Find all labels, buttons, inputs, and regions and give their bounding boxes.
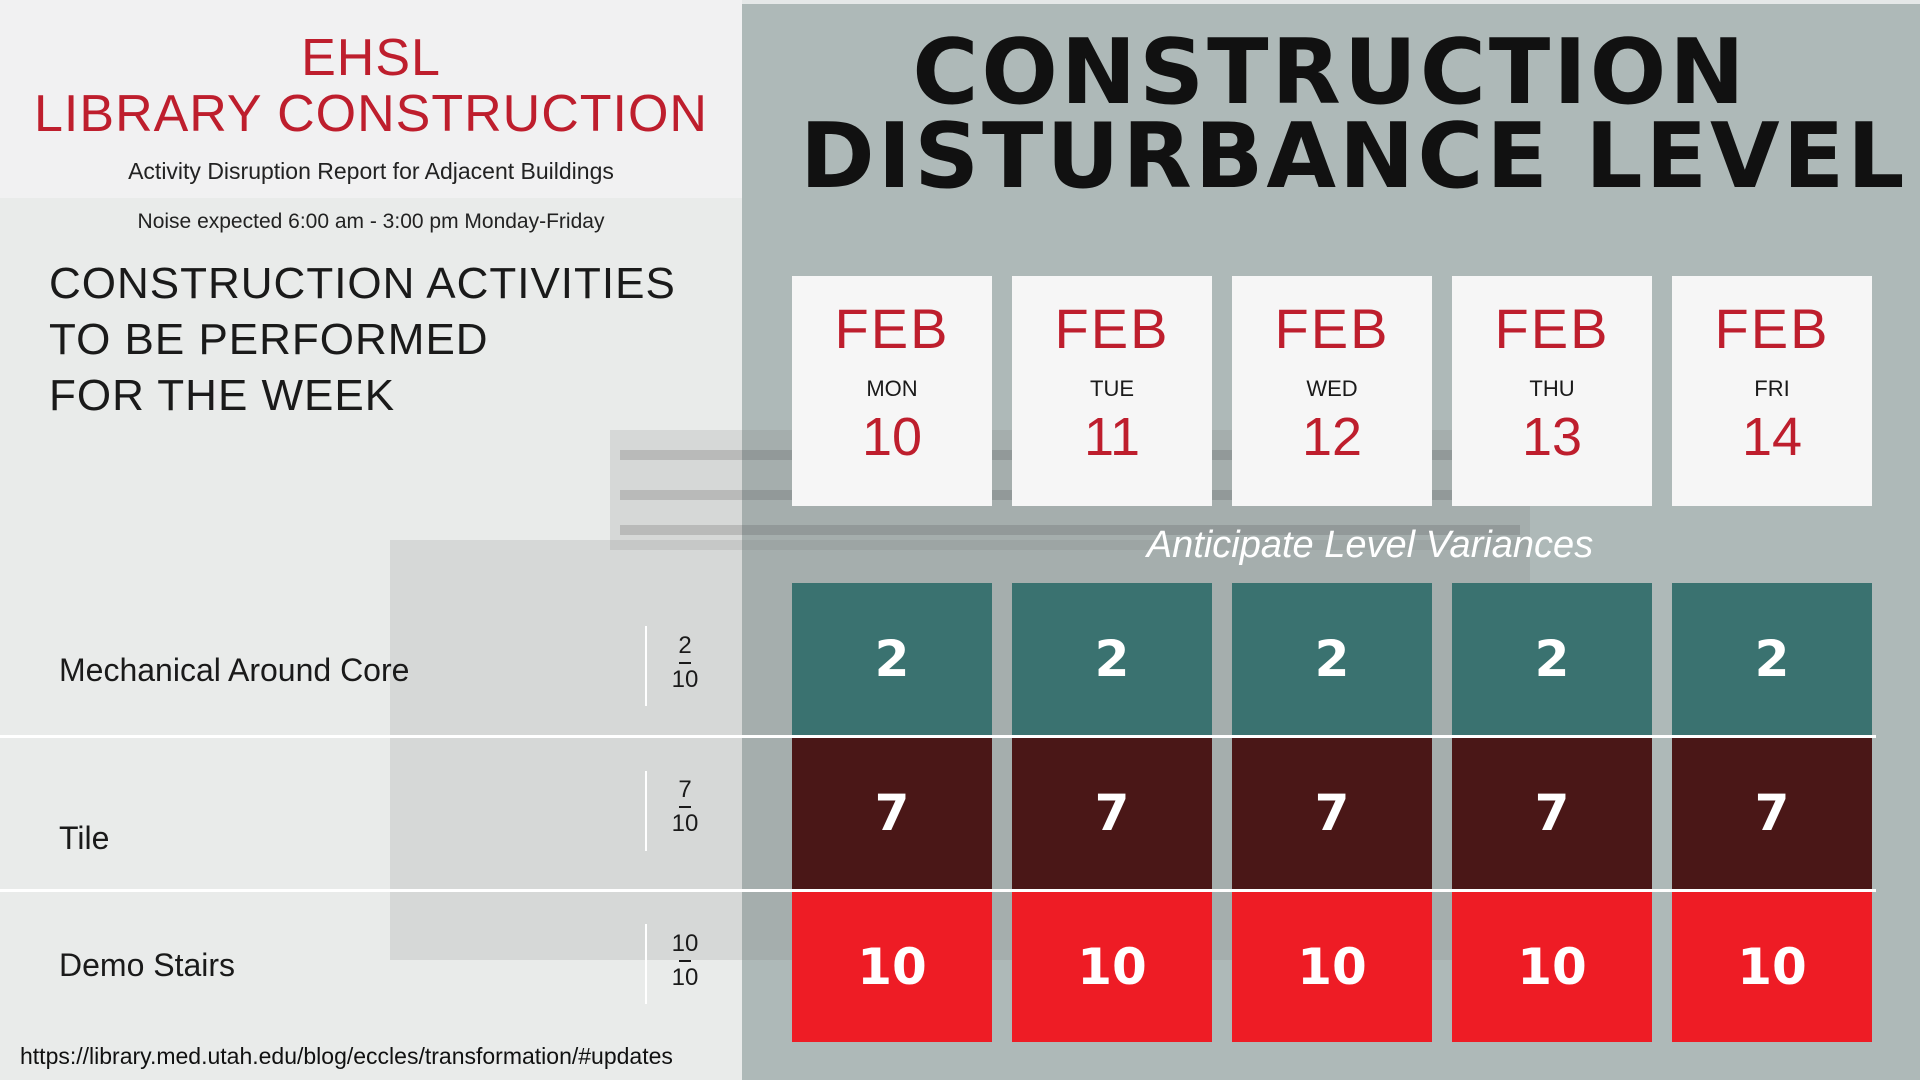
report-subtitle: Activity Disruption Report for Adjacent … bbox=[128, 158, 614, 184]
day-month: FEB bbox=[1274, 297, 1390, 360]
day-date: 12 bbox=[1301, 407, 1363, 467]
day-month: FEB bbox=[1054, 297, 1170, 360]
level-cell: 7 bbox=[792, 738, 992, 889]
day-weekday: THU bbox=[1529, 376, 1575, 401]
fraction-bar bbox=[679, 806, 691, 808]
level-cell: 7 bbox=[1672, 738, 1872, 889]
activities-heading-line: TO BE PERFORMED bbox=[49, 315, 489, 364]
level-numerator: 10 bbox=[671, 930, 699, 957]
level-cell: 7 bbox=[1012, 738, 1212, 889]
day-date: 10 bbox=[861, 407, 923, 467]
activity-level: 7 10 bbox=[660, 778, 710, 836]
day-weekday: WED bbox=[1306, 376, 1358, 401]
day-date: 11 bbox=[1083, 407, 1141, 467]
activity-level: 2 10 bbox=[660, 634, 710, 692]
row-divider bbox=[645, 771, 647, 851]
level-cell: 7 bbox=[1232, 738, 1432, 889]
level-denominator: 10 bbox=[671, 666, 699, 693]
activity-name: Tile bbox=[59, 820, 110, 856]
day-weekday: MON bbox=[866, 376, 918, 401]
brand-title: EHSL bbox=[301, 29, 441, 87]
level-numerator: 7 bbox=[678, 776, 692, 803]
fraction-bar bbox=[679, 662, 691, 664]
day-month: FEB bbox=[1494, 297, 1610, 360]
level-cell: 10 bbox=[1232, 892, 1432, 1042]
day-month: FEB bbox=[834, 297, 950, 360]
header-block bbox=[0, 0, 742, 198]
page-title: CONSTRUCTION bbox=[912, 20, 1748, 125]
level-cell: 2 bbox=[1672, 583, 1872, 735]
row-separator bbox=[0, 735, 1876, 738]
level-cell: 2 bbox=[1232, 583, 1432, 735]
level-cell: 7 bbox=[1452, 738, 1652, 889]
footer-link[interactable]: https://library.med.utah.edu/blog/eccles… bbox=[20, 1043, 673, 1069]
level-denominator: 10 bbox=[671, 810, 699, 837]
level-cell: 10 bbox=[1012, 892, 1212, 1042]
activities-heading: CONSTRUCTION ACTIVITIES TO BE PERFORMED … bbox=[49, 256, 699, 424]
activity-name: Demo Stairs bbox=[59, 947, 236, 983]
day-date: 13 bbox=[1521, 407, 1583, 467]
noise-note: Noise expected 6:00 am - 3:00 pm Monday-… bbox=[137, 210, 605, 233]
day-month: FEB bbox=[1714, 297, 1830, 360]
level-cell: 10 bbox=[792, 892, 992, 1042]
background-building-image bbox=[620, 525, 1520, 535]
row-separator bbox=[0, 889, 1876, 892]
level-cell: 2 bbox=[1452, 583, 1652, 735]
level-cell: 2 bbox=[1012, 583, 1212, 735]
level-numerator: 2 bbox=[678, 632, 692, 659]
row-divider bbox=[645, 626, 647, 706]
day-card: FEB FRI 14 bbox=[1672, 276, 1872, 506]
fraction-bar bbox=[679, 960, 691, 962]
activities-heading-line: CONSTRUCTION ACTIVITIES bbox=[49, 259, 676, 308]
brand-title: LIBRARY CONSTRUCTION bbox=[34, 85, 708, 143]
variance-note: Anticipate Level Variances bbox=[1146, 524, 1594, 566]
day-card: FEB TUE 11 bbox=[1012, 276, 1212, 506]
activity-level: 10 10 bbox=[660, 932, 710, 990]
page-title: DISTURBANCE LEVEL bbox=[800, 104, 1908, 209]
day-card: FEB WED 12 bbox=[1232, 276, 1432, 506]
level-denominator: 10 bbox=[671, 964, 699, 991]
day-date: 14 bbox=[1741, 407, 1803, 467]
day-card: FEB THU 13 bbox=[1452, 276, 1652, 506]
day-weekday: TUE bbox=[1090, 376, 1134, 401]
day-weekday: FRI bbox=[1754, 376, 1790, 401]
day-card: FEB MON 10 bbox=[792, 276, 992, 506]
level-cell: 2 bbox=[792, 583, 992, 735]
activities-heading-line: FOR THE WEEK bbox=[49, 371, 396, 420]
row-divider bbox=[645, 924, 647, 1004]
level-cell: 10 bbox=[1672, 892, 1872, 1042]
activity-name: Mechanical Around Core bbox=[59, 652, 410, 688]
level-cell: 10 bbox=[1452, 892, 1652, 1042]
